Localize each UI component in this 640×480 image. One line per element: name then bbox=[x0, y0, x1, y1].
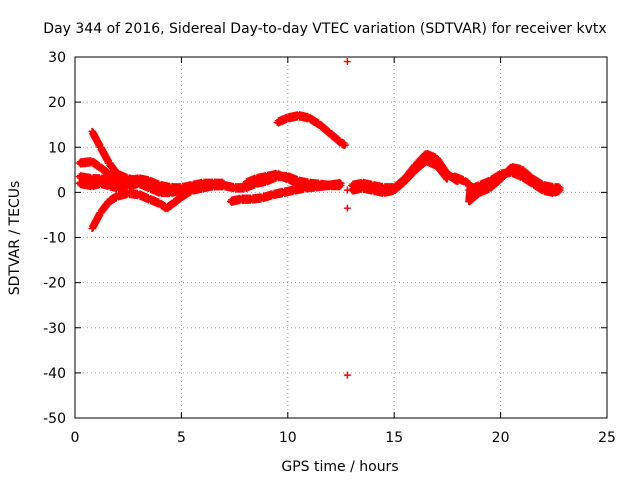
data-point-interp bbox=[443, 175, 451, 183]
series-trace-5 bbox=[75, 178, 217, 198]
data-point-interp bbox=[208, 183, 216, 191]
x-tick-label: 5 bbox=[177, 430, 186, 446]
data-point-interp bbox=[219, 181, 227, 189]
series-trace-13 bbox=[465, 167, 564, 197]
y-tick-label: 30 bbox=[48, 50, 66, 66]
x-tick-label: 0 bbox=[71, 430, 80, 446]
y-tick-label: -10 bbox=[43, 231, 66, 247]
y-tick-label: -30 bbox=[43, 321, 66, 337]
chart-title: Day 344 of 2016, Sidereal Day-to-day VTE… bbox=[43, 21, 606, 37]
x-tick-label: 15 bbox=[385, 430, 403, 446]
data-point-interp bbox=[555, 188, 563, 196]
grid bbox=[75, 57, 607, 418]
x-axis-label: GPS time / hours bbox=[281, 459, 398, 475]
y-tick-label: 0 bbox=[57, 185, 66, 201]
series-trace-9 bbox=[343, 58, 351, 379]
y-tick-label: -50 bbox=[43, 411, 66, 427]
y-tick-label: 10 bbox=[48, 140, 66, 156]
data-point bbox=[343, 371, 351, 379]
x-tick-label: 10 bbox=[279, 430, 297, 446]
y-tick-label: -20 bbox=[43, 276, 66, 292]
y-tick-label: 20 bbox=[48, 95, 66, 111]
y-tick-label: -40 bbox=[43, 366, 66, 382]
y-axis-label: SDTVAR / TECUs bbox=[7, 181, 23, 296]
ticks: 0 5 10 15 20 25 30 20 10 0 -10 -20 -30 -40 -50 bbox=[43, 50, 616, 446]
data-point bbox=[343, 58, 351, 66]
data-point bbox=[343, 204, 351, 212]
data-point-interp bbox=[442, 174, 450, 182]
series-trace-11 bbox=[348, 156, 451, 197]
series-trace-7 bbox=[241, 169, 345, 191]
data-marks bbox=[75, 58, 564, 379]
series-trace-8 bbox=[273, 111, 349, 150]
data-point-interp bbox=[336, 183, 344, 191]
x-tick-label: 20 bbox=[492, 430, 510, 446]
data-point-interp bbox=[340, 142, 348, 150]
x-tick-label: 25 bbox=[598, 430, 616, 446]
